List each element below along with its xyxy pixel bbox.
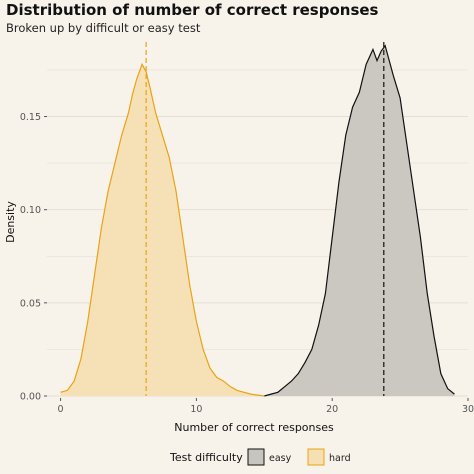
x-axis-title: Number of correct responses: [174, 421, 334, 434]
density-area-easy: [264, 45, 455, 396]
density-line-easy: [264, 44, 455, 397]
x-tick-label: 20: [326, 404, 338, 415]
legend: Test difficulty easy hard: [169, 448, 351, 466]
x-tick-label: 0: [58, 404, 64, 415]
legend-key-easy: [247, 448, 265, 466]
y-tick-label: 0.15: [20, 112, 41, 123]
chart-subtitle: Broken up by difficult or easy test: [6, 21, 201, 35]
legend-key-hard: [307, 448, 325, 466]
x-tick-label: 30: [462, 404, 474, 415]
y-axis-title: Density: [4, 201, 17, 243]
density-line-hard: [60, 62, 265, 397]
density-area-hard: [60, 64, 265, 396]
y-tick-label: 0.00: [20, 392, 41, 403]
chart-title: Distribution of number of correct respon…: [6, 1, 379, 19]
legend-label-easy: easy: [269, 453, 292, 464]
axes: 0.00 0.05 0.10 0.15 0 10 20 30: [20, 112, 474, 415]
series-layer: [60, 42, 455, 397]
legend-label-hard: hard: [329, 453, 351, 464]
y-tick-label: 0.05: [20, 298, 41, 309]
legend-title: Test difficulty: [169, 451, 243, 464]
y-tick-label: 0.10: [20, 205, 41, 216]
x-tick-label: 10: [190, 404, 202, 415]
